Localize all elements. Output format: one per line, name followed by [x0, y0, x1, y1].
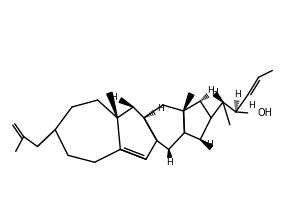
Polygon shape: [107, 92, 117, 118]
Text: H: H: [234, 90, 241, 99]
Text: OH: OH: [258, 108, 273, 118]
Text: H: H: [211, 88, 218, 97]
Polygon shape: [200, 139, 213, 149]
Text: H: H: [110, 93, 117, 102]
Polygon shape: [213, 92, 223, 102]
Text: H: H: [248, 100, 255, 110]
Text: H: H: [157, 105, 164, 113]
Polygon shape: [184, 93, 194, 111]
Text: H: H: [166, 158, 173, 167]
Polygon shape: [168, 149, 172, 158]
Text: H: H: [207, 86, 213, 95]
Text: H: H: [206, 140, 213, 149]
Polygon shape: [119, 98, 133, 107]
